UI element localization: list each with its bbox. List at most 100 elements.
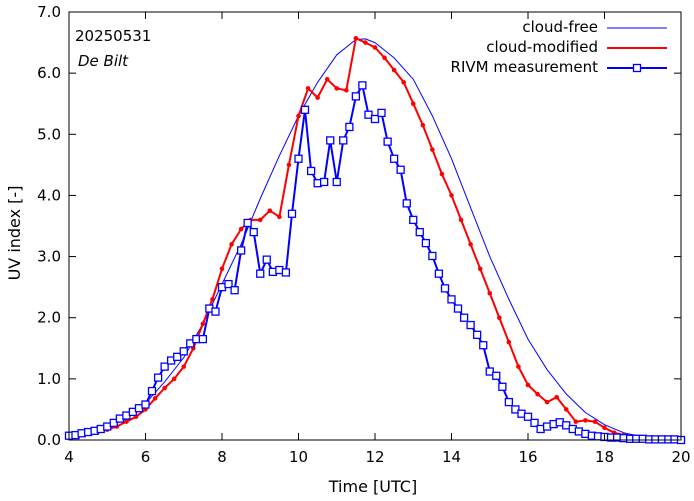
data-point: [236, 246, 246, 255]
x-axis-label: Time [UTC]: [328, 477, 417, 496]
x-tick-label: 4: [64, 448, 74, 466]
data-point: [198, 334, 208, 344]
y-tick-label: 5.0: [37, 125, 61, 143]
x-tick-label: 14: [442, 448, 461, 466]
data-point: [544, 399, 550, 405]
data-point: [296, 113, 301, 119]
data-point: [583, 418, 588, 423]
data-point: [592, 419, 598, 424]
data-point: [377, 108, 386, 118]
data-point: [211, 307, 220, 316]
data-point: [339, 136, 348, 145]
data-point: [410, 101, 416, 107]
data-point: [230, 286, 239, 295]
data-point: [428, 251, 437, 261]
data-point: [160, 362, 169, 371]
data-point: [319, 177, 329, 187]
data-point: [498, 382, 507, 391]
y-tick-label: 7.0: [37, 3, 61, 21]
date-annotation: 20250531: [75, 27, 151, 45]
data-point: [326, 136, 335, 145]
data-point: [162, 385, 167, 391]
data-point: [523, 412, 533, 421]
data-point: [439, 171, 445, 177]
data-point: [294, 154, 303, 163]
data-point: [372, 45, 378, 50]
data-point: [141, 400, 150, 409]
data-point: [358, 81, 367, 90]
data-point: [109, 418, 118, 428]
ticks: 4 6 8 10 12 14 16 18 20 0.0 1.0 2.0 3.0 4.0 5.0 6.0 7.0: [37, 3, 690, 466]
data-point: [363, 40, 368, 45]
data-point: [530, 418, 539, 428]
data-point: [468, 242, 473, 247]
data-point: [497, 315, 502, 321]
data-point: [124, 419, 129, 424]
legend-marker-rivm-measurement: [632, 63, 642, 73]
data-point: [267, 208, 273, 214]
data-point: [401, 80, 406, 85]
data-point: [243, 218, 252, 228]
data-point: [383, 137, 392, 146]
data-point: [459, 313, 469, 322]
data-point: [382, 55, 387, 61]
data-point: [602, 425, 607, 431]
data-point: [147, 386, 157, 396]
data-point: [351, 92, 361, 101]
data-point: [286, 162, 292, 168]
data-point: [402, 199, 411, 208]
data-point: [477, 266, 483, 272]
data-point: [511, 405, 520, 414]
data-point: [281, 268, 291, 277]
data-point: [458, 217, 464, 223]
y-tick-label: 6.0: [37, 64, 61, 82]
data-point: [344, 87, 349, 93]
data-point: [563, 407, 569, 412]
data-point: [315, 95, 320, 100]
data-point: [153, 373, 163, 382]
data-point: [525, 382, 531, 388]
data-point: [364, 110, 373, 119]
data-point: [249, 227, 258, 237]
data-point: [415, 227, 424, 237]
data-point: [554, 394, 559, 400]
data-point: [238, 226, 244, 232]
data-point: [181, 364, 187, 369]
location-annotation: De Bilt: [78, 52, 129, 70]
data-point: [300, 105, 310, 114]
y-tick-label: 2.0: [37, 309, 61, 327]
data-point: [210, 297, 215, 302]
data-point: [173, 352, 182, 361]
series-line-cloud-free: [68, 38, 682, 440]
data-point: [391, 67, 397, 73]
series-rivm-measurement: [64, 81, 686, 445]
data-point: [229, 242, 234, 247]
data-point: [219, 266, 225, 272]
x-tick-label: 18: [595, 448, 614, 466]
data-point: [345, 122, 354, 132]
x-tick-label: 6: [141, 448, 151, 466]
data-point: [535, 391, 540, 397]
x-tick-label: 12: [365, 448, 384, 466]
x-tick-label: 8: [217, 448, 227, 466]
data-point: [287, 209, 297, 218]
data-point: [430, 147, 435, 152]
data-point: [506, 339, 512, 345]
data-point: [262, 255, 271, 264]
data-point: [332, 177, 341, 187]
data-point: [447, 295, 456, 304]
x-tick-label: 20: [671, 448, 690, 466]
data-point: [440, 284, 450, 293]
legend: cloud-free cloud-modified RIVM measureme…: [451, 18, 667, 76]
y-tick-label: 0.0: [37, 431, 61, 449]
data-point: [472, 330, 482, 339]
data-point: [171, 376, 177, 382]
data-point: [257, 217, 263, 223]
series-layer: [64, 35, 686, 445]
data-point: [389, 154, 399, 163]
legend-label-cloud-modified: cloud-modified: [486, 38, 598, 56]
data-point: [334, 86, 340, 91]
data-point: [487, 290, 493, 296]
data-point: [504, 397, 514, 407]
data-point: [305, 86, 311, 91]
